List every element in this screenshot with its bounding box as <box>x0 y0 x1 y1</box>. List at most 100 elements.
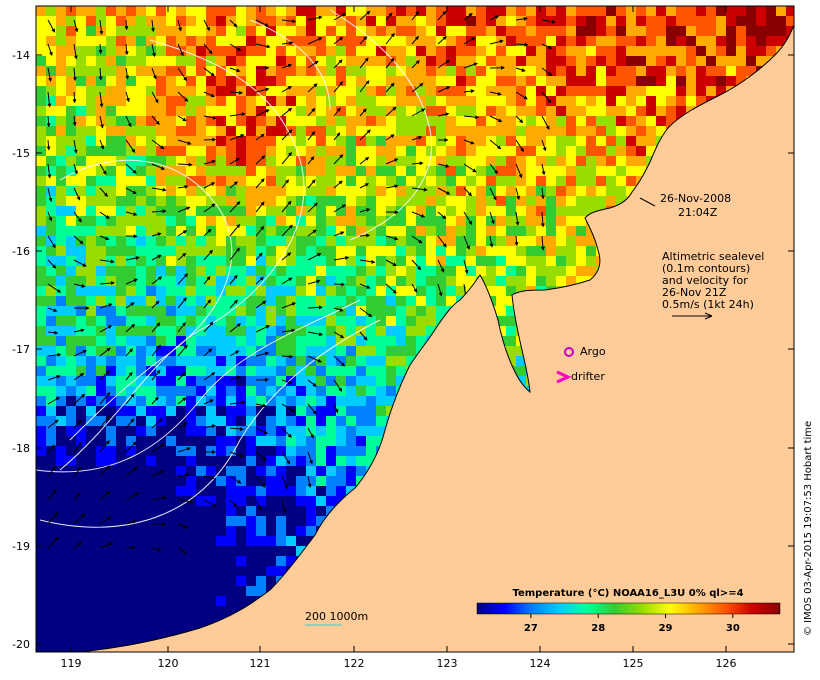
sst-cell <box>256 216 267 227</box>
sst-cell <box>146 496 157 507</box>
sst-cell <box>686 56 697 67</box>
sst-cell <box>256 526 267 537</box>
velocity-vectors <box>46 10 556 554</box>
sst-cell <box>266 516 277 527</box>
sst-cell <box>226 86 237 97</box>
sst-cell <box>596 196 607 207</box>
sst-cell <box>36 306 47 317</box>
sst-cell <box>366 136 377 147</box>
sst-cell <box>36 336 47 347</box>
sst-cell <box>326 216 337 227</box>
sst-cell <box>66 356 77 367</box>
sst-cell <box>46 306 57 317</box>
sst-cell <box>236 406 247 417</box>
sst-cell <box>606 86 617 97</box>
sst-cell <box>296 256 307 267</box>
sst-cell <box>176 306 187 317</box>
sst-cell <box>126 16 137 27</box>
sst-cell <box>206 516 217 527</box>
sst-cell <box>346 466 357 477</box>
sst-cell <box>236 566 247 577</box>
sst-cell <box>196 446 207 457</box>
sst-cell <box>96 346 107 357</box>
sst-cell <box>56 36 67 47</box>
sst-cell <box>276 86 287 97</box>
sst-cell <box>176 606 187 617</box>
sst-cell <box>446 16 457 27</box>
sst-cell <box>626 66 637 77</box>
sst-cell <box>336 376 347 387</box>
sst-cell <box>136 556 147 567</box>
sst-cell <box>196 236 207 247</box>
sst-cell <box>86 146 97 157</box>
sst-cell <box>186 166 197 177</box>
sst-cell <box>146 226 157 237</box>
sst-cell <box>216 286 227 297</box>
sst-cell <box>316 156 327 167</box>
sst-cell <box>206 296 217 307</box>
sst-cell <box>36 466 47 477</box>
sst-cell <box>606 196 617 207</box>
sst-cell <box>216 546 227 557</box>
sst-cell <box>46 476 57 487</box>
sst-cell <box>296 316 307 327</box>
sst-cell <box>306 126 317 137</box>
sst-cell <box>166 556 177 567</box>
sst-cell <box>606 36 617 47</box>
sst-cell <box>206 276 217 287</box>
sst-cell <box>326 496 337 507</box>
sst-cell <box>126 456 137 467</box>
sst-cell <box>166 536 177 547</box>
sst-cell <box>216 396 227 407</box>
sst-cell <box>76 256 87 267</box>
sst-cell <box>316 396 327 407</box>
sst-cell <box>136 486 147 497</box>
sst-cell <box>126 136 137 147</box>
sst-cell <box>186 406 197 417</box>
sst-cell <box>416 136 427 147</box>
sst-cell <box>146 446 157 457</box>
sst-cell <box>66 626 77 637</box>
sst-cell <box>486 116 497 127</box>
sst-cell <box>236 326 247 337</box>
sst-cell <box>416 306 427 317</box>
sst-cell <box>346 376 357 387</box>
sst-cell <box>376 236 387 247</box>
sst-cell <box>306 196 317 207</box>
sst-cell <box>306 36 317 47</box>
sst-cell <box>336 196 347 207</box>
sst-cell <box>36 16 47 27</box>
sst-cell <box>496 206 507 217</box>
sst-cell <box>616 66 627 77</box>
sst-cell <box>216 326 227 337</box>
sst-cell <box>536 96 547 107</box>
sst-cell <box>486 246 497 257</box>
sst-cell <box>286 276 297 287</box>
sst-cell <box>196 206 207 217</box>
sst-cell <box>266 166 277 177</box>
sst-cell <box>606 126 617 137</box>
sst-cell <box>56 636 67 647</box>
sst-cell <box>186 296 197 307</box>
sst-cell <box>416 126 427 137</box>
sst-cell <box>336 456 347 467</box>
sst-cell <box>276 476 287 487</box>
sst-cell <box>516 256 527 267</box>
sst-cell <box>446 256 457 267</box>
sst-cell <box>516 216 527 227</box>
sst-cell <box>426 206 437 217</box>
sst-cell <box>86 396 97 407</box>
sst-cell <box>616 86 627 97</box>
sst-cell <box>206 86 217 97</box>
sst-cell <box>716 16 727 27</box>
sst-cell <box>166 236 177 247</box>
sst-cell <box>116 626 127 637</box>
sst-cell <box>396 276 407 287</box>
sst-cell <box>326 336 337 347</box>
sst-cell <box>566 126 577 137</box>
sst-cell <box>196 26 207 37</box>
sst-cell <box>36 406 47 417</box>
sst-cell <box>256 266 267 277</box>
sst-cell <box>506 36 517 47</box>
sst-cell <box>446 36 457 47</box>
